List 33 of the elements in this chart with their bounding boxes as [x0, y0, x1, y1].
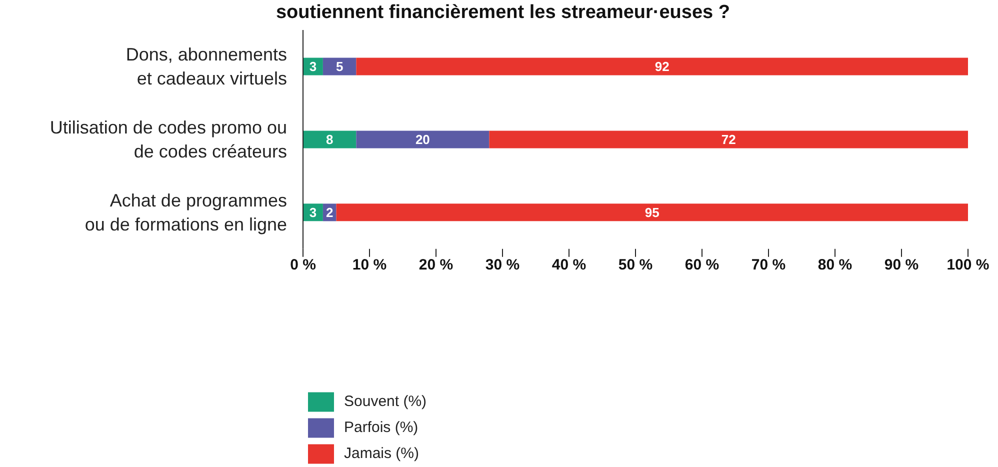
bar	[336, 204, 968, 222]
data-label: 20	[415, 132, 430, 148]
x-tick-label: 60 %	[684, 256, 720, 274]
data-label: 3	[309, 205, 317, 220]
x-tick-label: 30 %	[485, 256, 520, 274]
x-tick-label: 10 %	[352, 256, 387, 274]
bar	[356, 58, 968, 76]
legend-label: Parfois (%)	[344, 418, 418, 436]
x-tick-label: 100 %	[946, 256, 990, 274]
x-tick-label: 20 %	[418, 256, 454, 274]
x-tick-label: 40 %	[552, 256, 586, 274]
legend-label: Jamais (%)	[344, 444, 420, 462]
data-label: 72	[721, 132, 736, 148]
bar	[356, 130, 490, 148]
legend-label: Souvent (%)	[344, 392, 427, 410]
data-label: 95	[644, 205, 660, 220]
x-tick-label: 70 %	[751, 256, 786, 274]
data-label: 92	[654, 59, 670, 74]
y-tick-label: Achat de programmes ou de formations en ligne	[84, 190, 287, 234]
y-tick-label: Utilisation de codes promo ou de codes créateurs	[50, 117, 287, 162]
data-label: 8	[326, 132, 334, 148]
bar	[303, 130, 356, 148]
y-tick-label: Dons, abonnements et cadeaux virtuels	[126, 44, 287, 88]
x-tick-label: 50 %	[618, 256, 653, 274]
x-tick-label: 90 %	[884, 256, 919, 274]
data-label: 2	[326, 205, 334, 220]
x-tick-label: 0 %	[290, 256, 316, 274]
data-label: 3	[309, 59, 317, 74]
x-tick-label: 80 %	[818, 256, 852, 274]
chart-title: soutiennent financièrement les streameur·euses ?	[274, 2, 732, 24]
bar	[489, 130, 968, 148]
data-label: 5	[336, 59, 344, 74]
bar	[322, 58, 356, 76]
